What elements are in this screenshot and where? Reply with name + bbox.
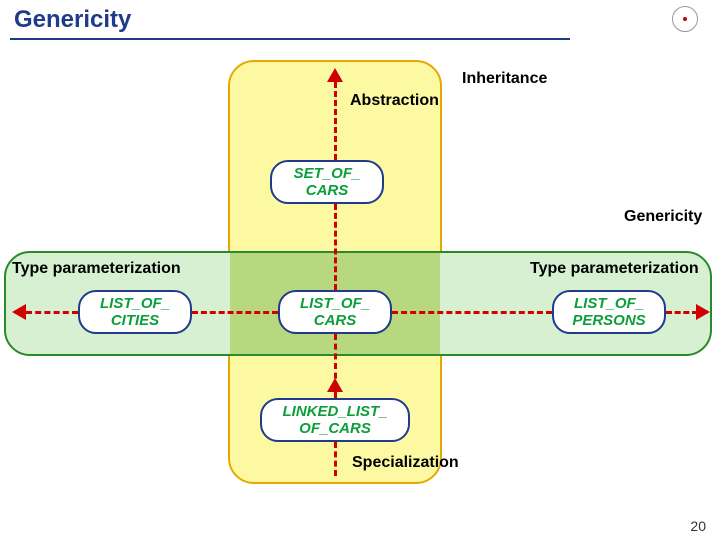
node-set-of-cars: SET_OF_ CARS [270, 160, 384, 204]
arrowhead-up-icon [327, 68, 343, 82]
node-linked-list: LINKED_LIST_ OF_CARS [260, 398, 410, 442]
node-line: LIST_OF_ [574, 295, 644, 312]
logo-dot-icon [683, 17, 687, 21]
arrowhead-left-icon [12, 304, 26, 320]
logo-icon [672, 6, 698, 32]
arrow-vertical-top [334, 82, 337, 160]
node-line: SET_OF_ [294, 165, 361, 182]
node-line: LIST_OF_ [300, 295, 370, 312]
slide-number: 20 [690, 518, 706, 534]
page-title: Genericity [14, 6, 131, 34]
label-specialization: Specialization [352, 454, 459, 472]
node-line: CARS [314, 312, 357, 329]
node-line: LINKED_LIST_ [282, 403, 387, 420]
node-line: LIST_OF_ [100, 295, 170, 312]
node-list-of-persons: LIST_OF_ PERSONS [552, 290, 666, 334]
label-type-param-left: Type parameterization [12, 260, 181, 278]
label-genericity: Genericity [624, 208, 702, 226]
label-inheritance: Inheritance [462, 70, 547, 88]
node-list-of-cars: LIST_OF_ CARS [278, 290, 392, 334]
arrow-vertical-bottom [334, 442, 337, 476]
arrow-horizontal-l1 [26, 311, 78, 314]
arrow-horizontal-r2 [666, 311, 698, 314]
label-abstraction: Abstraction [350, 92, 439, 110]
arrowhead-mid-icon [327, 378, 343, 392]
arrow-horizontal-l2 [192, 311, 278, 314]
node-line: PERSONS [572, 312, 645, 329]
arrowhead-right-icon [696, 304, 710, 320]
node-line: CARS [306, 182, 349, 199]
arrow-horizontal-r1 [392, 311, 552, 314]
node-line: OF_CARS [299, 420, 371, 437]
node-line: CITIES [111, 312, 159, 329]
node-list-of-cities: LIST_OF_ CITIES [78, 290, 192, 334]
arrow-vertical-mid1 [334, 204, 337, 290]
label-type-param-right: Type parameterization [530, 260, 699, 278]
title-underline [10, 38, 570, 40]
